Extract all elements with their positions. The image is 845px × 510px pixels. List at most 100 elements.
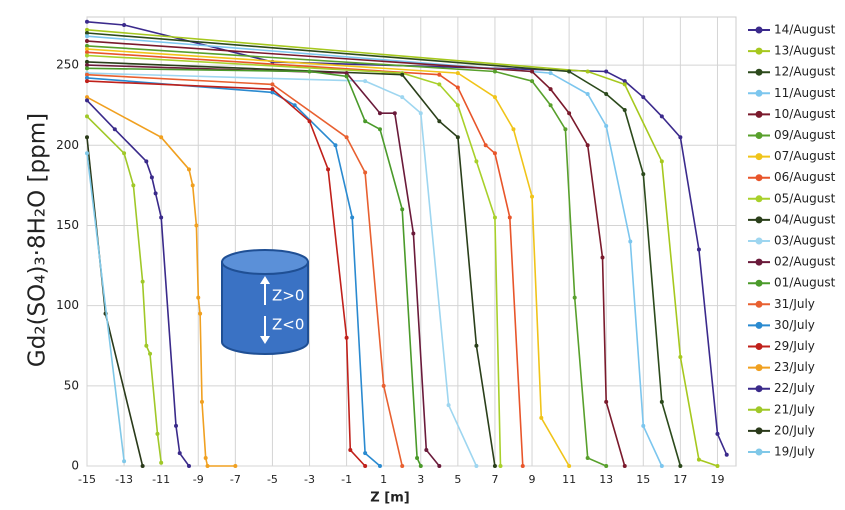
data-point: [155, 432, 159, 436]
data-point: [447, 403, 451, 407]
data-point: [511, 127, 515, 131]
data-point: [493, 215, 497, 219]
data-point: [539, 416, 543, 420]
data-point: [678, 355, 682, 359]
data-point: [363, 464, 367, 468]
data-point: [345, 135, 349, 139]
legend: 14/August13/August12/August11/August10/A…: [748, 23, 836, 459]
data-point: [85, 53, 89, 57]
legend-marker: [756, 406, 763, 413]
data-point: [628, 240, 632, 244]
data-point: [508, 215, 512, 219]
data-point: [604, 464, 608, 468]
legend-marker: [756, 364, 763, 371]
legend-label: 10/August: [774, 107, 836, 121]
data-point: [419, 111, 423, 115]
data-point: [697, 458, 701, 462]
y-tick-label: 100: [56, 298, 79, 312]
data-point: [573, 296, 577, 300]
series-line: [87, 153, 124, 461]
data-point: [122, 459, 126, 463]
data-point: [154, 191, 158, 195]
data-point: [725, 453, 729, 457]
legend-label: 09/August: [774, 128, 836, 142]
x-tick-label: 17: [673, 473, 687, 486]
x-tick-label: 15: [636, 473, 650, 486]
legend-marker: [756, 385, 763, 392]
data-point: [148, 352, 152, 356]
legend-label: 23/July: [774, 360, 815, 374]
legend-label: 13/August: [774, 44, 836, 58]
data-point: [85, 151, 89, 155]
x-tick-label: 19: [710, 473, 724, 486]
data-point: [456, 86, 460, 90]
plot-frame: [87, 17, 736, 466]
data-point: [174, 424, 178, 428]
data-point: [270, 87, 274, 91]
x-tick-label: 7: [491, 473, 498, 486]
legend-marker: [756, 259, 763, 266]
data-point: [604, 124, 608, 128]
legend-marker: [756, 69, 763, 76]
legend-marker: [756, 301, 763, 308]
legend-label: 30/July: [774, 318, 815, 332]
data-point: [363, 171, 367, 175]
data-point: [493, 70, 497, 74]
legend-label: 20/July: [774, 423, 815, 437]
data-point: [641, 172, 645, 176]
data-point: [85, 66, 89, 70]
data-point: [530, 70, 534, 74]
legend-marker: [756, 174, 763, 181]
data-point: [660, 464, 664, 468]
data-point: [400, 464, 404, 468]
legend-label: 29/July: [774, 339, 815, 353]
x-tick-label: -3: [304, 473, 315, 486]
x-tick-label: -7: [230, 473, 241, 486]
data-point: [159, 461, 163, 465]
legend-marker: [756, 427, 763, 434]
data-point: [660, 159, 664, 163]
legend-label: 22/July: [774, 381, 815, 395]
data-point: [204, 456, 208, 460]
data-point: [363, 451, 367, 455]
legend-label: 12/August: [774, 65, 836, 79]
data-point: [567, 70, 571, 74]
data-point: [586, 456, 590, 460]
data-point: [660, 400, 664, 404]
legend-marker: [756, 195, 763, 202]
data-point: [549, 87, 553, 91]
x-tick-label: 9: [529, 473, 536, 486]
data-point: [393, 111, 397, 115]
data-point: [85, 98, 89, 102]
legend-marker: [756, 280, 763, 287]
legend-marker: [756, 90, 763, 97]
data-point: [415, 456, 419, 460]
x-tick-label: 5: [454, 473, 461, 486]
data-point: [141, 280, 145, 284]
legend-label: 21/July: [774, 402, 815, 416]
x-tick-label: 11: [562, 473, 576, 486]
annotation: Z>0: [272, 287, 304, 305]
data-point: [678, 464, 682, 468]
x-tick-label: 3: [417, 473, 424, 486]
data-point: [200, 400, 204, 404]
data-point: [345, 336, 349, 340]
data-point: [178, 451, 182, 455]
x-tick-label: -5: [267, 473, 278, 486]
x-tick-label: 1: [380, 473, 387, 486]
data-point: [604, 400, 608, 404]
legend-label: 07/August: [774, 149, 836, 163]
data-point: [308, 70, 312, 74]
data-point: [499, 464, 503, 468]
data-point: [567, 464, 571, 468]
series-line: [87, 22, 727, 455]
data-point: [122, 151, 126, 155]
data-point: [641, 95, 645, 99]
data-point: [715, 464, 719, 468]
data-point: [159, 215, 163, 219]
data-point: [198, 312, 202, 316]
data-point: [85, 34, 89, 38]
data-point: [604, 92, 608, 96]
data-point: [144, 159, 148, 163]
data-point: [437, 73, 441, 77]
